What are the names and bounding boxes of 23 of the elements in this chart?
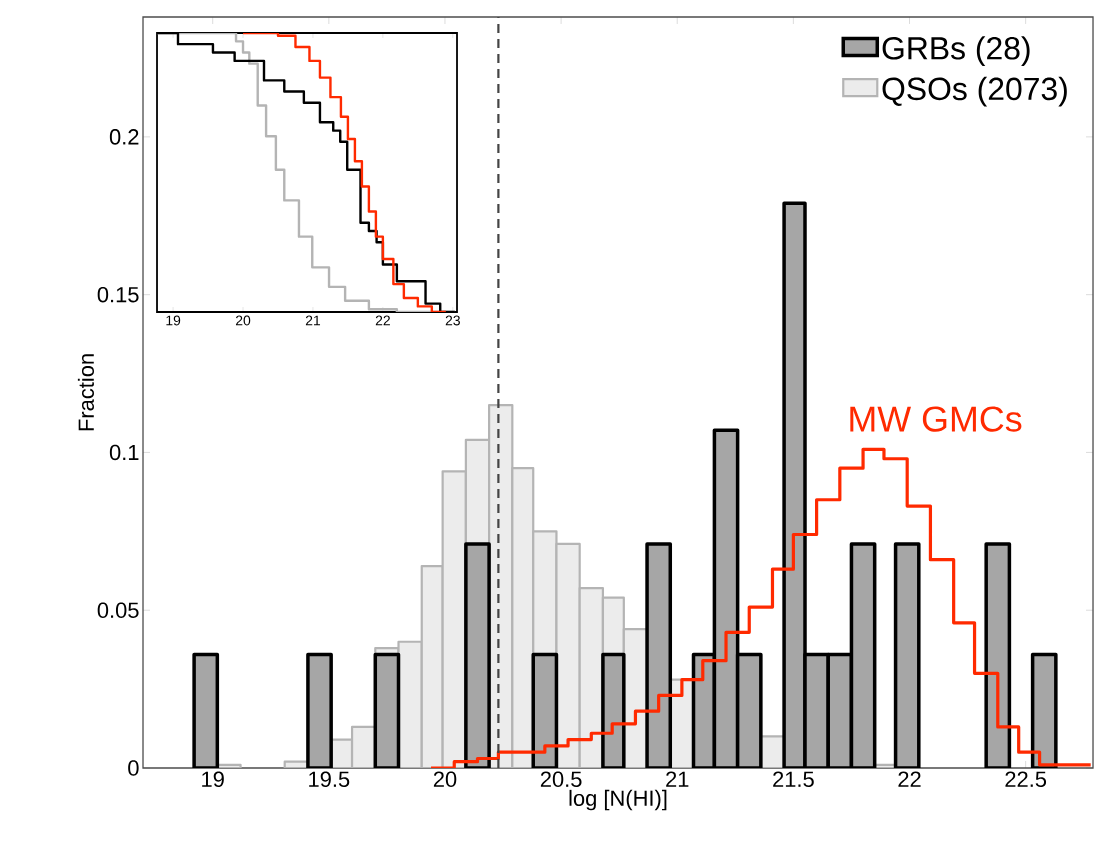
y-axis-title: Fraction	[77, 354, 94, 431]
legend-label: GRBs (28)	[882, 36, 1030, 66]
y-tick-label: 0.05	[97, 602, 139, 618]
legend-label: QSOs (2073)	[882, 76, 1067, 107]
x-tick-label: 20	[433, 771, 457, 788]
x-tick-label: 20.5	[540, 771, 582, 788]
x-tick-label: 19.5	[309, 771, 350, 788]
y-tick-label: 0.2	[109, 129, 139, 145]
x-tick-label: 22	[375, 315, 390, 326]
x-axis-title: log [N(HI)]	[569, 789, 667, 811]
x-tick-label: 20	[235, 315, 251, 326]
x-tick-label: 19	[166, 315, 181, 326]
x-tick-label: 22.5	[1005, 771, 1047, 788]
x-tick-label: 21	[305, 315, 321, 326]
series-label: MW GMCs	[850, 406, 1022, 432]
x-tick-label: 21.5	[773, 771, 814, 788]
x-tick-label: 21	[666, 771, 689, 787]
x-tick-label: 23	[445, 315, 460, 326]
y-tick-label: 0.15	[97, 286, 139, 303]
y-tick-label: 0.1	[109, 444, 139, 461]
x-tick-label: 19	[202, 771, 224, 788]
y-tick-label: 0	[128, 760, 139, 776]
x-tick-label: 22	[898, 771, 921, 787]
